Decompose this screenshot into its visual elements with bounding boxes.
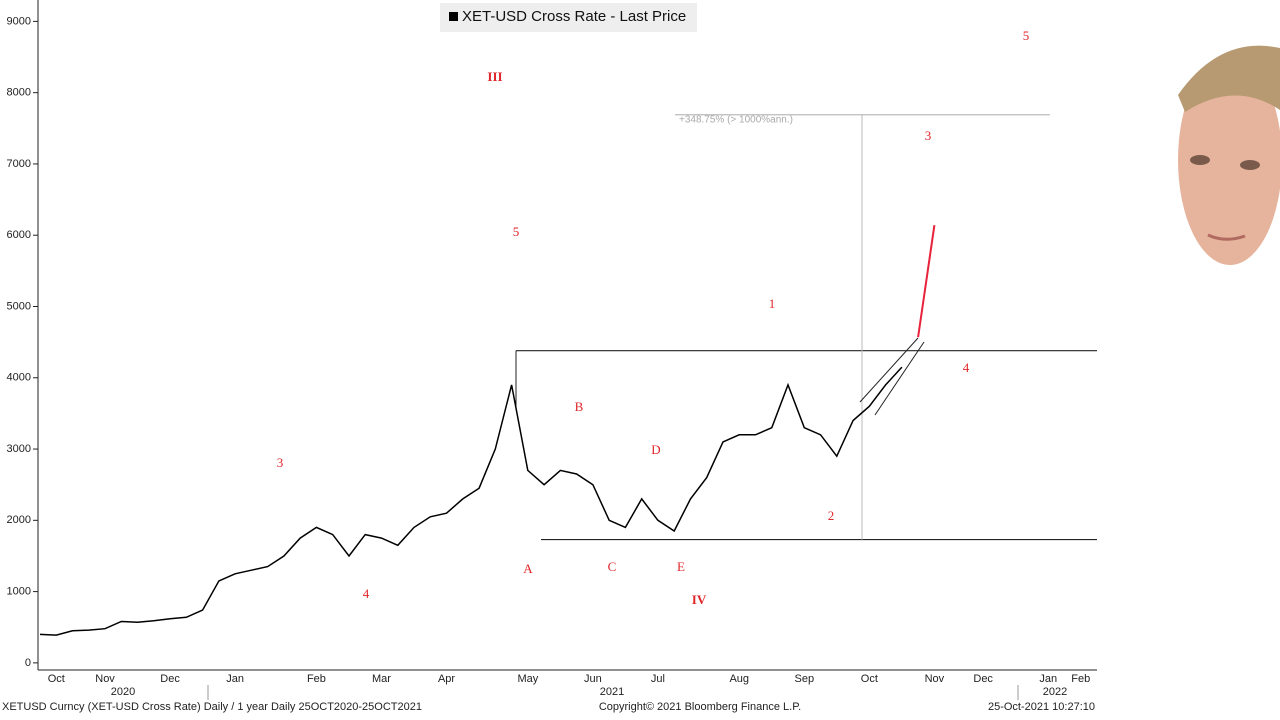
x-tick-label: Aug [729, 673, 749, 685]
x-tick-label: Sep [795, 673, 815, 685]
measure-label: +348.75% (> 1000%ann.) [679, 115, 793, 126]
legend-box [440, 3, 697, 32]
footer-left: XETUSD Curncy (XET-USD Cross Rate) Daily… [2, 701, 422, 713]
x-tick-label: Nov [925, 673, 945, 685]
wave-label: E [677, 559, 685, 574]
face [1178, 45, 1280, 265]
year-label: 2020 [111, 686, 135, 698]
x-tick-label: Dec [973, 673, 993, 685]
x-tick-label: May [517, 673, 538, 685]
year-label: 2022 [1043, 686, 1067, 698]
y-tick-label: 3000 [7, 443, 31, 455]
y-tick-label: 0 [25, 657, 31, 669]
x-tick-label: Mar [372, 673, 391, 685]
wave-label: 1 [769, 296, 776, 311]
x-tick-label: Jul [651, 673, 665, 685]
legend-swatch [449, 12, 458, 21]
projection-line [918, 121, 999, 338]
wave-label: 4 [363, 586, 370, 601]
footer-right: 25-Oct-2021 10:27:10 [988, 701, 1095, 713]
wave-label: 3 [277, 455, 284, 470]
y-tick-label: 7000 [7, 158, 31, 170]
x-tick-label: Oct [861, 673, 878, 685]
x-tick-label: Jun [584, 673, 602, 685]
wave-label: 2 [828, 508, 835, 523]
x-tick-label: Apr [438, 673, 455, 685]
wave-label: B [575, 399, 584, 414]
channel-line [859, 337, 919, 403]
wave-label: 5 [1023, 28, 1030, 43]
x-tick-label: Feb [307, 673, 326, 685]
x-tick-label: Feb [1071, 673, 1090, 685]
x-tick-label: Jan [226, 673, 244, 685]
wave-label: IV [692, 592, 707, 607]
wave-label: D [651, 442, 660, 457]
y-tick-label: 5000 [7, 300, 31, 312]
wave-label: C [608, 559, 617, 574]
legend-label: XET-USD Cross Rate - Last Price [462, 8, 686, 25]
wave-label: 4 [963, 360, 970, 375]
wave-label: A [523, 561, 533, 576]
wave-label: III [487, 69, 502, 84]
x-tick-label: Oct [48, 673, 65, 685]
y-tick-label: 4000 [7, 372, 31, 384]
y-tick-label: 6000 [7, 229, 31, 241]
x-tick-label: Dec [160, 673, 180, 685]
channel-line [874, 341, 925, 416]
x-tick-label: Nov [95, 673, 115, 685]
wave-label: 3 [925, 128, 932, 143]
footer-center: Copyright© 2021 Bloomberg Finance L.P. [599, 701, 801, 713]
wave-label: 5 [513, 224, 520, 239]
year-label: 2021 [600, 686, 624, 698]
y-tick-label: 8000 [7, 87, 31, 99]
y-tick-label: 2000 [7, 514, 31, 526]
price-line [39, 366, 903, 636]
x-tick-label: Jan [1039, 673, 1057, 685]
y-tick-label: 1000 [7, 586, 31, 598]
y-tick-label: 9000 [7, 15, 31, 27]
